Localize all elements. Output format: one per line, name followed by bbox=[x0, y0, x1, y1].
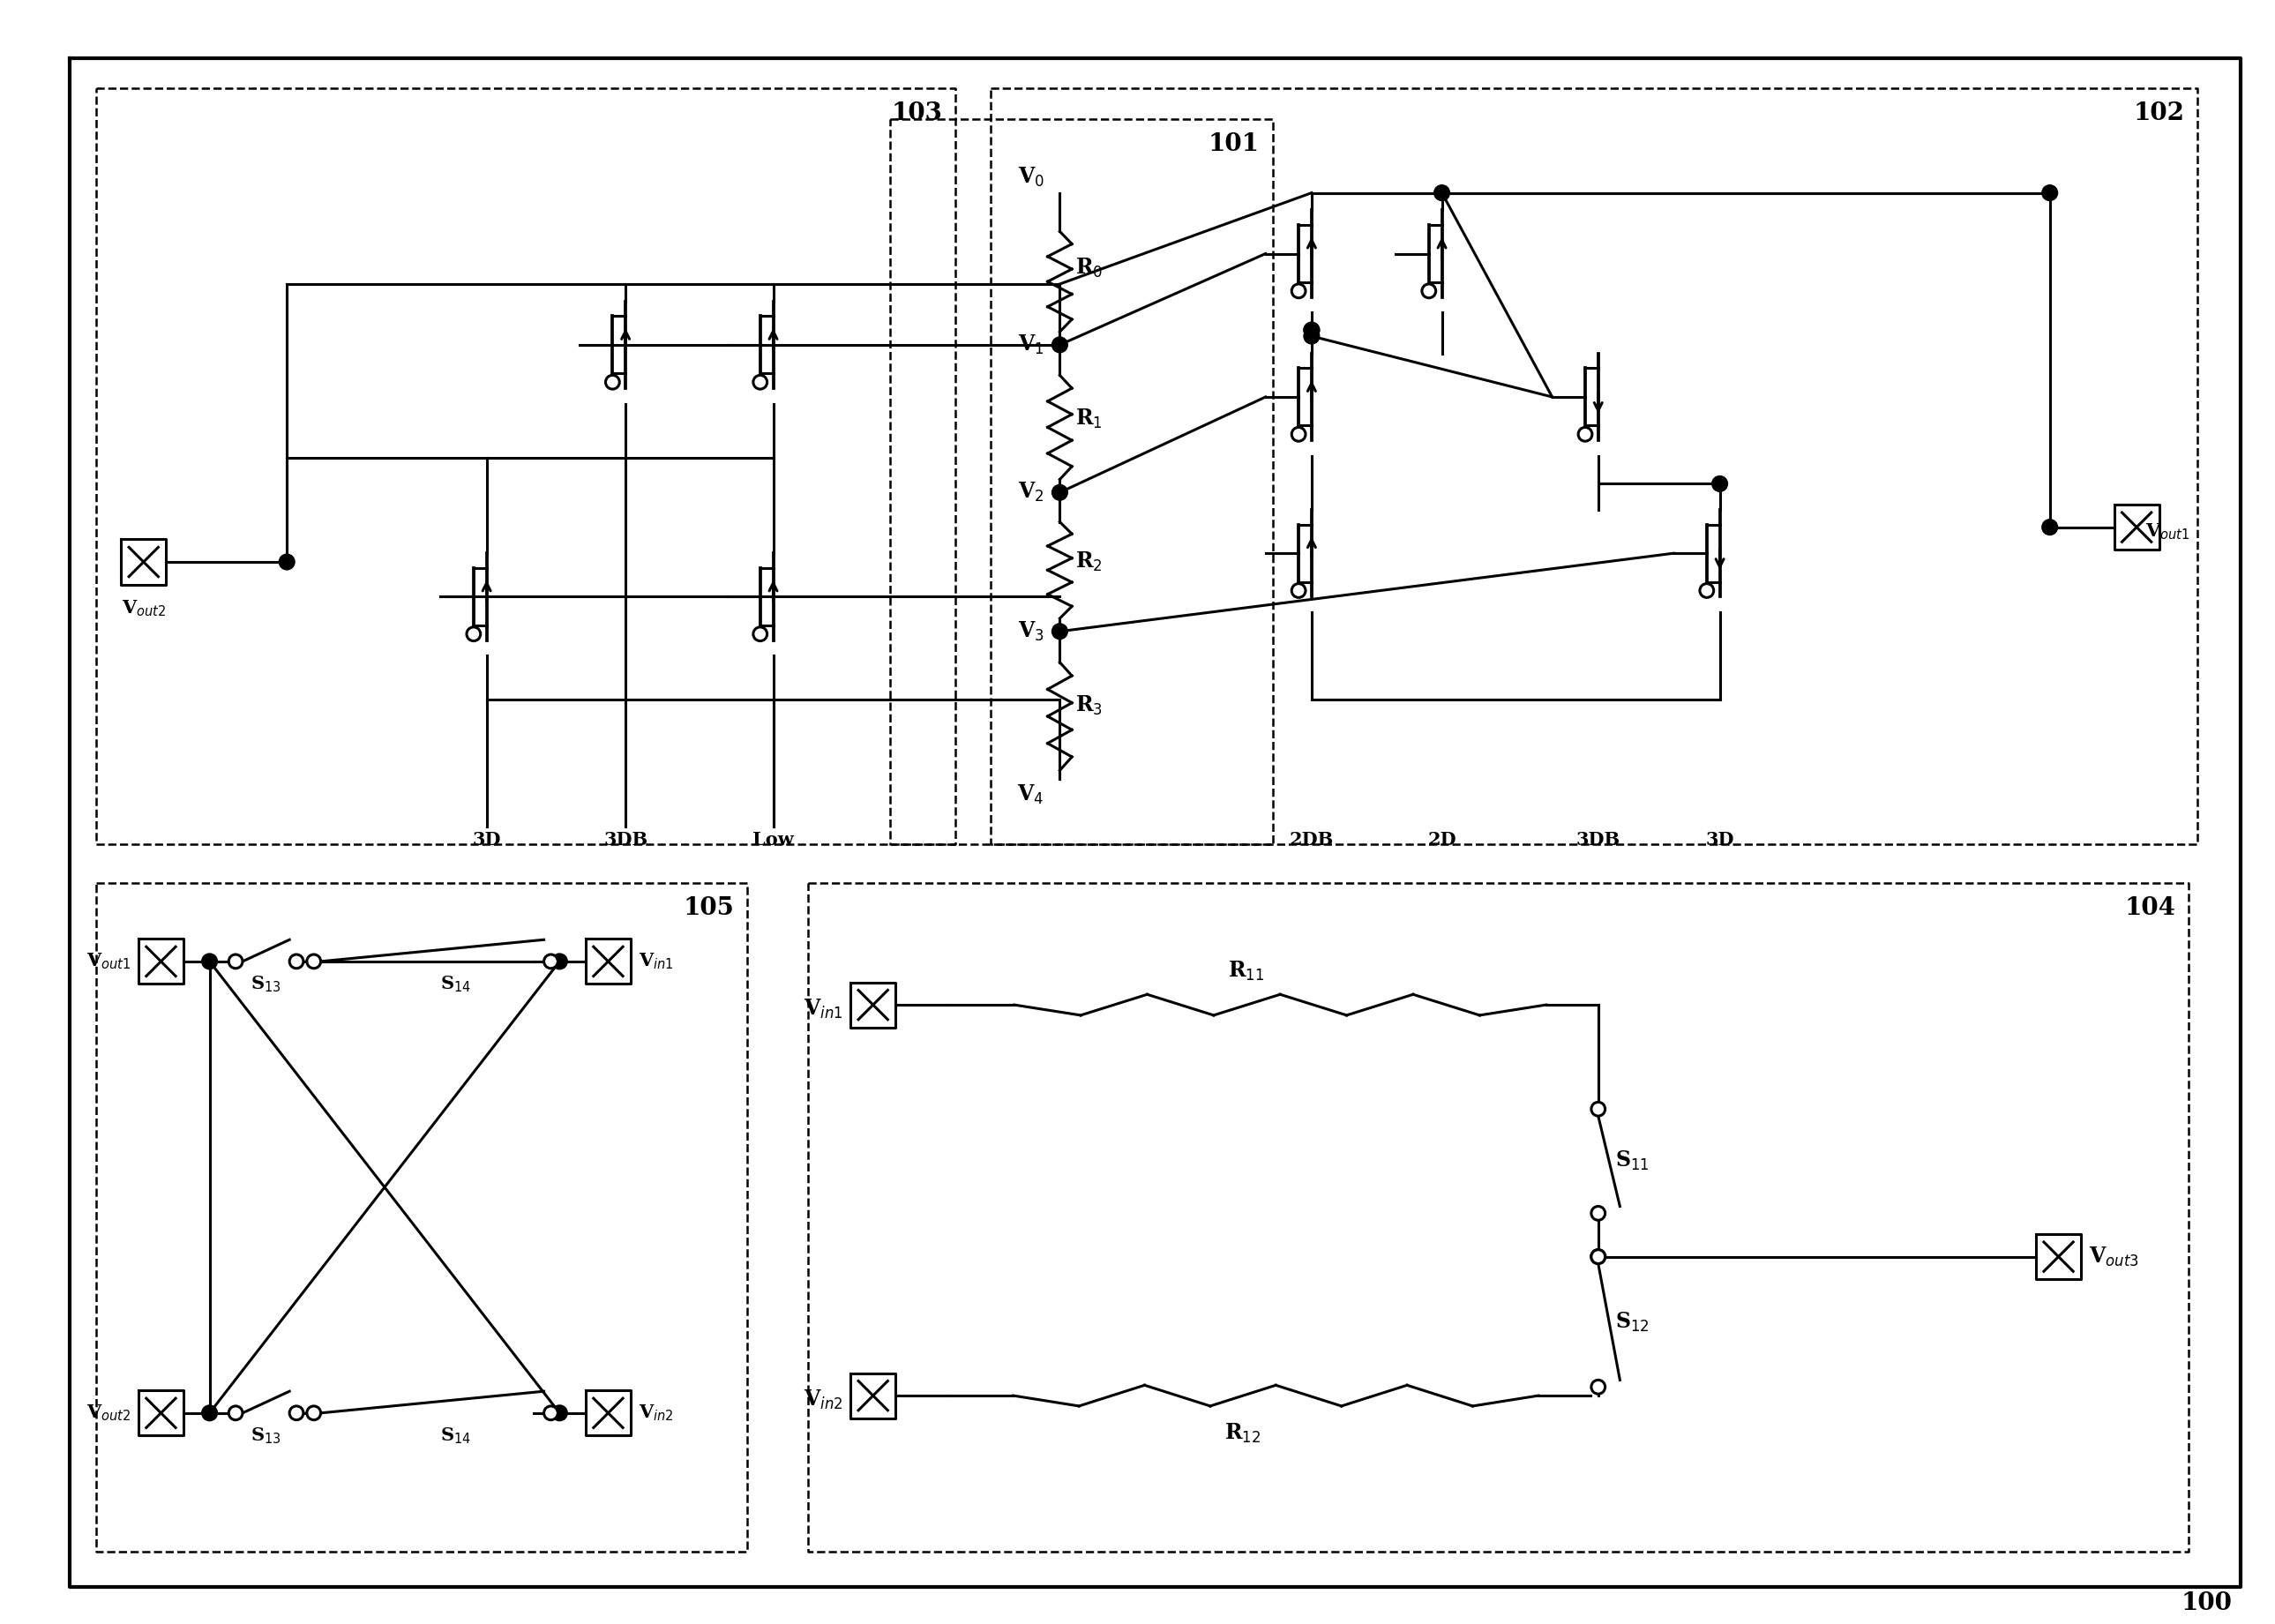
Text: S$_{14}$: S$_{14}$ bbox=[441, 974, 471, 994]
Circle shape bbox=[553, 953, 566, 970]
Circle shape bbox=[1590, 1207, 1606, 1220]
Text: 2D: 2D bbox=[1426, 831, 1456, 849]
Text: 3D: 3D bbox=[1706, 831, 1734, 849]
Circle shape bbox=[1699, 583, 1713, 598]
Circle shape bbox=[202, 953, 218, 970]
Text: Low: Low bbox=[753, 831, 794, 849]
Text: R$_3$: R$_3$ bbox=[1076, 693, 1103, 716]
Text: 103: 103 bbox=[892, 102, 942, 125]
Text: S$_{13}$: S$_{13}$ bbox=[250, 974, 282, 994]
Circle shape bbox=[230, 1406, 243, 1419]
Circle shape bbox=[1590, 1250, 1606, 1263]
Text: S$_{11}$: S$_{11}$ bbox=[1615, 1150, 1649, 1173]
Text: V$_{out3}$: V$_{out3}$ bbox=[2088, 1246, 2138, 1268]
Circle shape bbox=[307, 1406, 321, 1419]
Circle shape bbox=[289, 955, 303, 968]
Circle shape bbox=[1292, 583, 1306, 598]
Circle shape bbox=[466, 627, 480, 641]
Text: S$_{12}$: S$_{12}$ bbox=[1615, 1311, 1649, 1333]
Circle shape bbox=[1590, 1249, 1606, 1265]
Text: V$_{out2}$: V$_{out2}$ bbox=[86, 1403, 130, 1423]
Circle shape bbox=[1051, 338, 1067, 352]
Circle shape bbox=[1590, 1103, 1606, 1116]
Text: 104: 104 bbox=[2125, 896, 2175, 921]
Circle shape bbox=[1433, 185, 1449, 201]
Circle shape bbox=[605, 375, 619, 390]
Circle shape bbox=[1304, 322, 1320, 338]
Text: V$_{in2}$: V$_{in2}$ bbox=[803, 1389, 842, 1411]
Text: V$_{in2}$: V$_{in2}$ bbox=[639, 1403, 673, 1423]
Text: V$_{out1}$: V$_{out1}$ bbox=[86, 952, 130, 971]
Circle shape bbox=[1051, 624, 1067, 640]
Text: V$_{in1}$: V$_{in1}$ bbox=[639, 952, 673, 971]
Circle shape bbox=[1304, 322, 1320, 338]
Circle shape bbox=[1051, 484, 1067, 500]
Text: R$_0$: R$_0$ bbox=[1076, 257, 1103, 279]
Text: V$_1$: V$_1$ bbox=[1017, 333, 1044, 356]
Circle shape bbox=[1422, 284, 1436, 297]
Circle shape bbox=[2043, 520, 2057, 534]
Circle shape bbox=[553, 1405, 566, 1421]
Circle shape bbox=[307, 955, 321, 968]
Text: S$_{14}$: S$_{14}$ bbox=[441, 1426, 471, 1445]
Circle shape bbox=[202, 1405, 218, 1421]
Text: S$_{13}$: S$_{13}$ bbox=[250, 1426, 282, 1445]
Text: 101: 101 bbox=[1208, 132, 1260, 156]
Circle shape bbox=[753, 375, 767, 390]
Text: 105: 105 bbox=[682, 896, 735, 921]
Text: R$_2$: R$_2$ bbox=[1076, 551, 1103, 573]
Text: 3DB: 3DB bbox=[603, 831, 648, 849]
Circle shape bbox=[1292, 284, 1306, 297]
Circle shape bbox=[1579, 427, 1592, 442]
Text: V$_{in1}$: V$_{in1}$ bbox=[803, 997, 842, 1021]
Circle shape bbox=[1292, 427, 1306, 442]
Text: 3DB: 3DB bbox=[1577, 831, 1620, 849]
Circle shape bbox=[753, 627, 767, 641]
Circle shape bbox=[544, 955, 557, 968]
Circle shape bbox=[2043, 185, 2057, 201]
Text: 2DB: 2DB bbox=[1290, 831, 1333, 849]
Text: V$_{out2}$: V$_{out2}$ bbox=[121, 598, 166, 619]
Circle shape bbox=[289, 1406, 303, 1419]
Text: 102: 102 bbox=[2134, 102, 2184, 125]
Text: V$_0$: V$_0$ bbox=[1017, 166, 1044, 188]
Text: V$_2$: V$_2$ bbox=[1017, 481, 1044, 503]
Text: V$_3$: V$_3$ bbox=[1017, 620, 1044, 643]
Circle shape bbox=[1590, 1380, 1606, 1393]
Circle shape bbox=[1713, 476, 1727, 492]
Circle shape bbox=[280, 554, 296, 570]
Circle shape bbox=[1304, 328, 1320, 344]
Text: R$_1$: R$_1$ bbox=[1076, 408, 1103, 430]
Text: 100: 100 bbox=[2182, 1592, 2232, 1614]
Text: R$_{11}$: R$_{11}$ bbox=[1228, 960, 1265, 983]
Text: V$_4$: V$_4$ bbox=[1017, 783, 1044, 807]
Text: V$_{out1}$: V$_{out1}$ bbox=[2145, 521, 2191, 541]
Text: R$_{12}$: R$_{12}$ bbox=[1224, 1421, 1260, 1445]
Circle shape bbox=[544, 1406, 557, 1419]
Circle shape bbox=[230, 955, 243, 968]
Text: 3D: 3D bbox=[473, 831, 500, 849]
